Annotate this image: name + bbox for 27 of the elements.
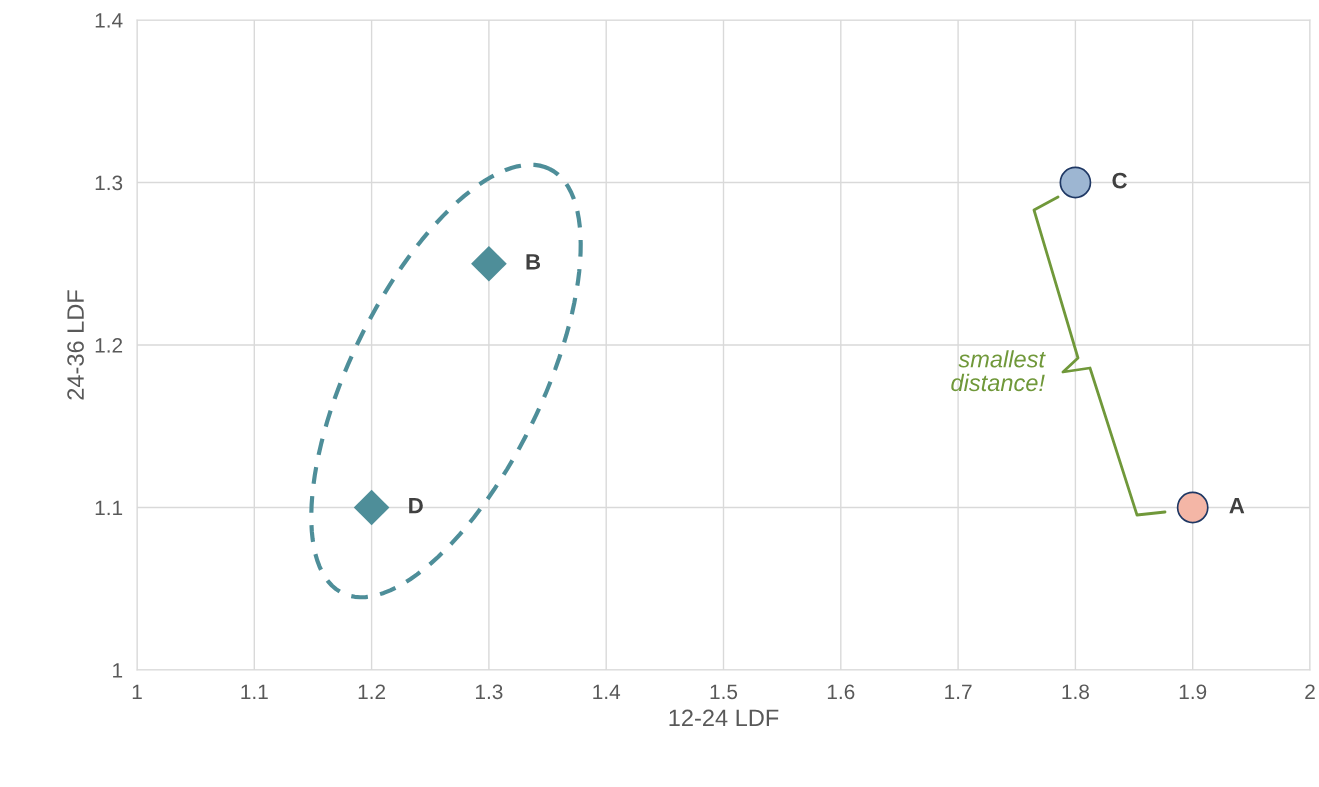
x-tick-label: 1.8 [1062, 684, 1089, 700]
y-tick-label: 1.2 [95, 338, 123, 353]
x-tick-label: 1 [132, 684, 142, 699]
annotation: D [409, 497, 423, 514]
x-tick-label: 1.4 [593, 684, 621, 699]
point [1059, 166, 1092, 199]
point [1176, 491, 1209, 524]
x-tick-label: 1.3 [476, 684, 503, 700]
annotation: C [1112, 172, 1127, 189]
point [353, 489, 390, 526]
x-tick-label: 1.5 [710, 684, 738, 700]
annotation: smallest distance! [951, 350, 1046, 392]
y-tick-label: 1.4 [95, 13, 123, 28]
annotation: A [1229, 497, 1245, 514]
x-tick-label: 2 [1305, 684, 1315, 699]
y-axis-title: 24-36 LDF [67, 290, 84, 400]
y-tick-label: 1.1 [95, 500, 123, 516]
x-tick-label: 1.7 [945, 684, 972, 699]
x-axis-title: 12-24 LDF [669, 709, 779, 726]
x-tick-label: 1.6 [827, 684, 855, 700]
y-tick-label: 1 [113, 663, 123, 678]
y-tick-label: 1.3 [95, 175, 123, 191]
annotation: B [526, 254, 541, 270]
point [471, 245, 507, 282]
x-tick-label: 1.2 [358, 684, 386, 699]
x-tick-label: 1.1 [241, 684, 268, 699]
x-tick-label: 1.9 [1179, 684, 1207, 700]
